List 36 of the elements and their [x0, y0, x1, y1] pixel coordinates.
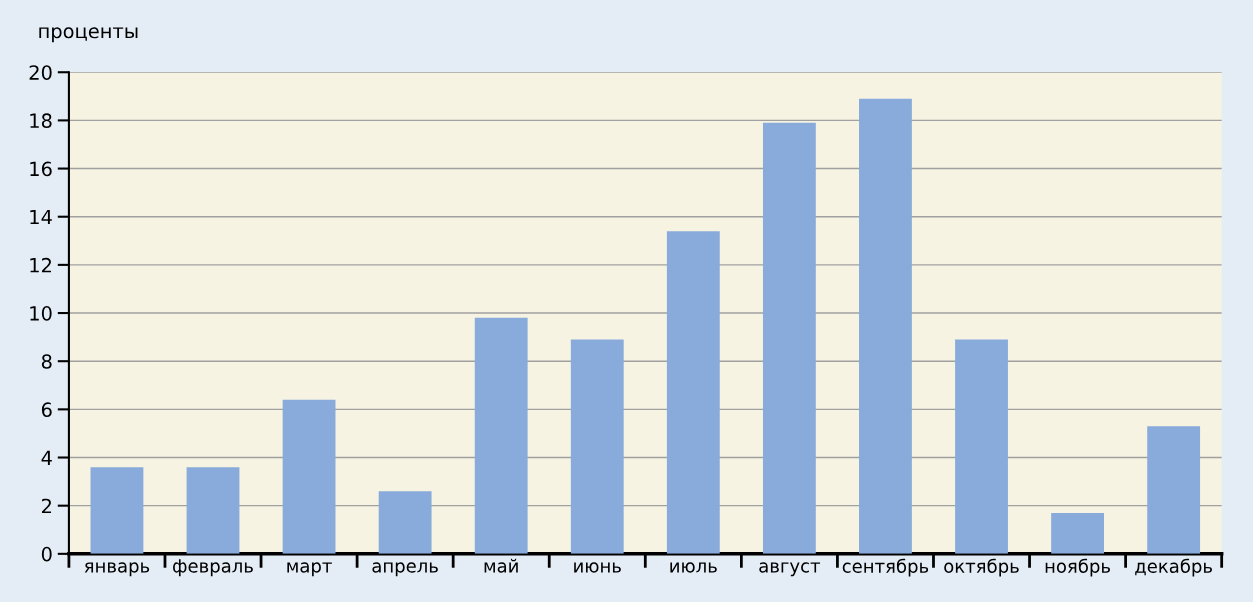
- bar: [186, 467, 240, 554]
- x-tick-label: апрель: [372, 562, 438, 577]
- y-tick-label: 8: [41, 354, 52, 369]
- bar: [474, 317, 528, 554]
- x-tick-label: ноябрь: [1045, 558, 1110, 577]
- x-tick-label: май: [484, 558, 518, 573]
- x-tick-label: февраль: [173, 559, 253, 577]
- bar: [762, 122, 816, 554]
- x-tick-label: октябрь: [944, 558, 1019, 577]
- x-tick-label: июнь: [574, 562, 621, 573]
- bar: [666, 231, 720, 554]
- y-tick-label: 2: [42, 498, 51, 514]
- y-tick-label: 0: [41, 546, 52, 562]
- bar: [859, 98, 912, 554]
- y-tick-label: 16: [30, 161, 52, 177]
- bar: [282, 399, 336, 554]
- bar: [955, 339, 1008, 554]
- y-tick-label: 12: [30, 257, 51, 273]
- y-tick-label: 20: [29, 65, 52, 80]
- y-tick-label: 14: [30, 209, 52, 225]
- y-tick-label: 18: [30, 113, 52, 129]
- bar: [90, 467, 144, 554]
- bar: [570, 339, 624, 554]
- y-tick-label: 6: [41, 402, 52, 418]
- x-tick-label: декабрь: [1135, 558, 1212, 577]
- y-tick-label: 4: [41, 450, 52, 465]
- bar: [378, 491, 432, 554]
- x-tick-label: январь: [84, 562, 150, 577]
- y-tick-label: 10: [30, 306, 52, 321]
- x-tick-label: март: [287, 562, 332, 577]
- x-tick-label: август: [759, 562, 821, 577]
- y-axis-title: проценты: [39, 27, 138, 43]
- bar: [1147, 426, 1201, 554]
- x-tick-label: июль: [670, 562, 717, 573]
- x-tick-label: сентябрь: [842, 558, 929, 577]
- bar: [1051, 512, 1104, 554]
